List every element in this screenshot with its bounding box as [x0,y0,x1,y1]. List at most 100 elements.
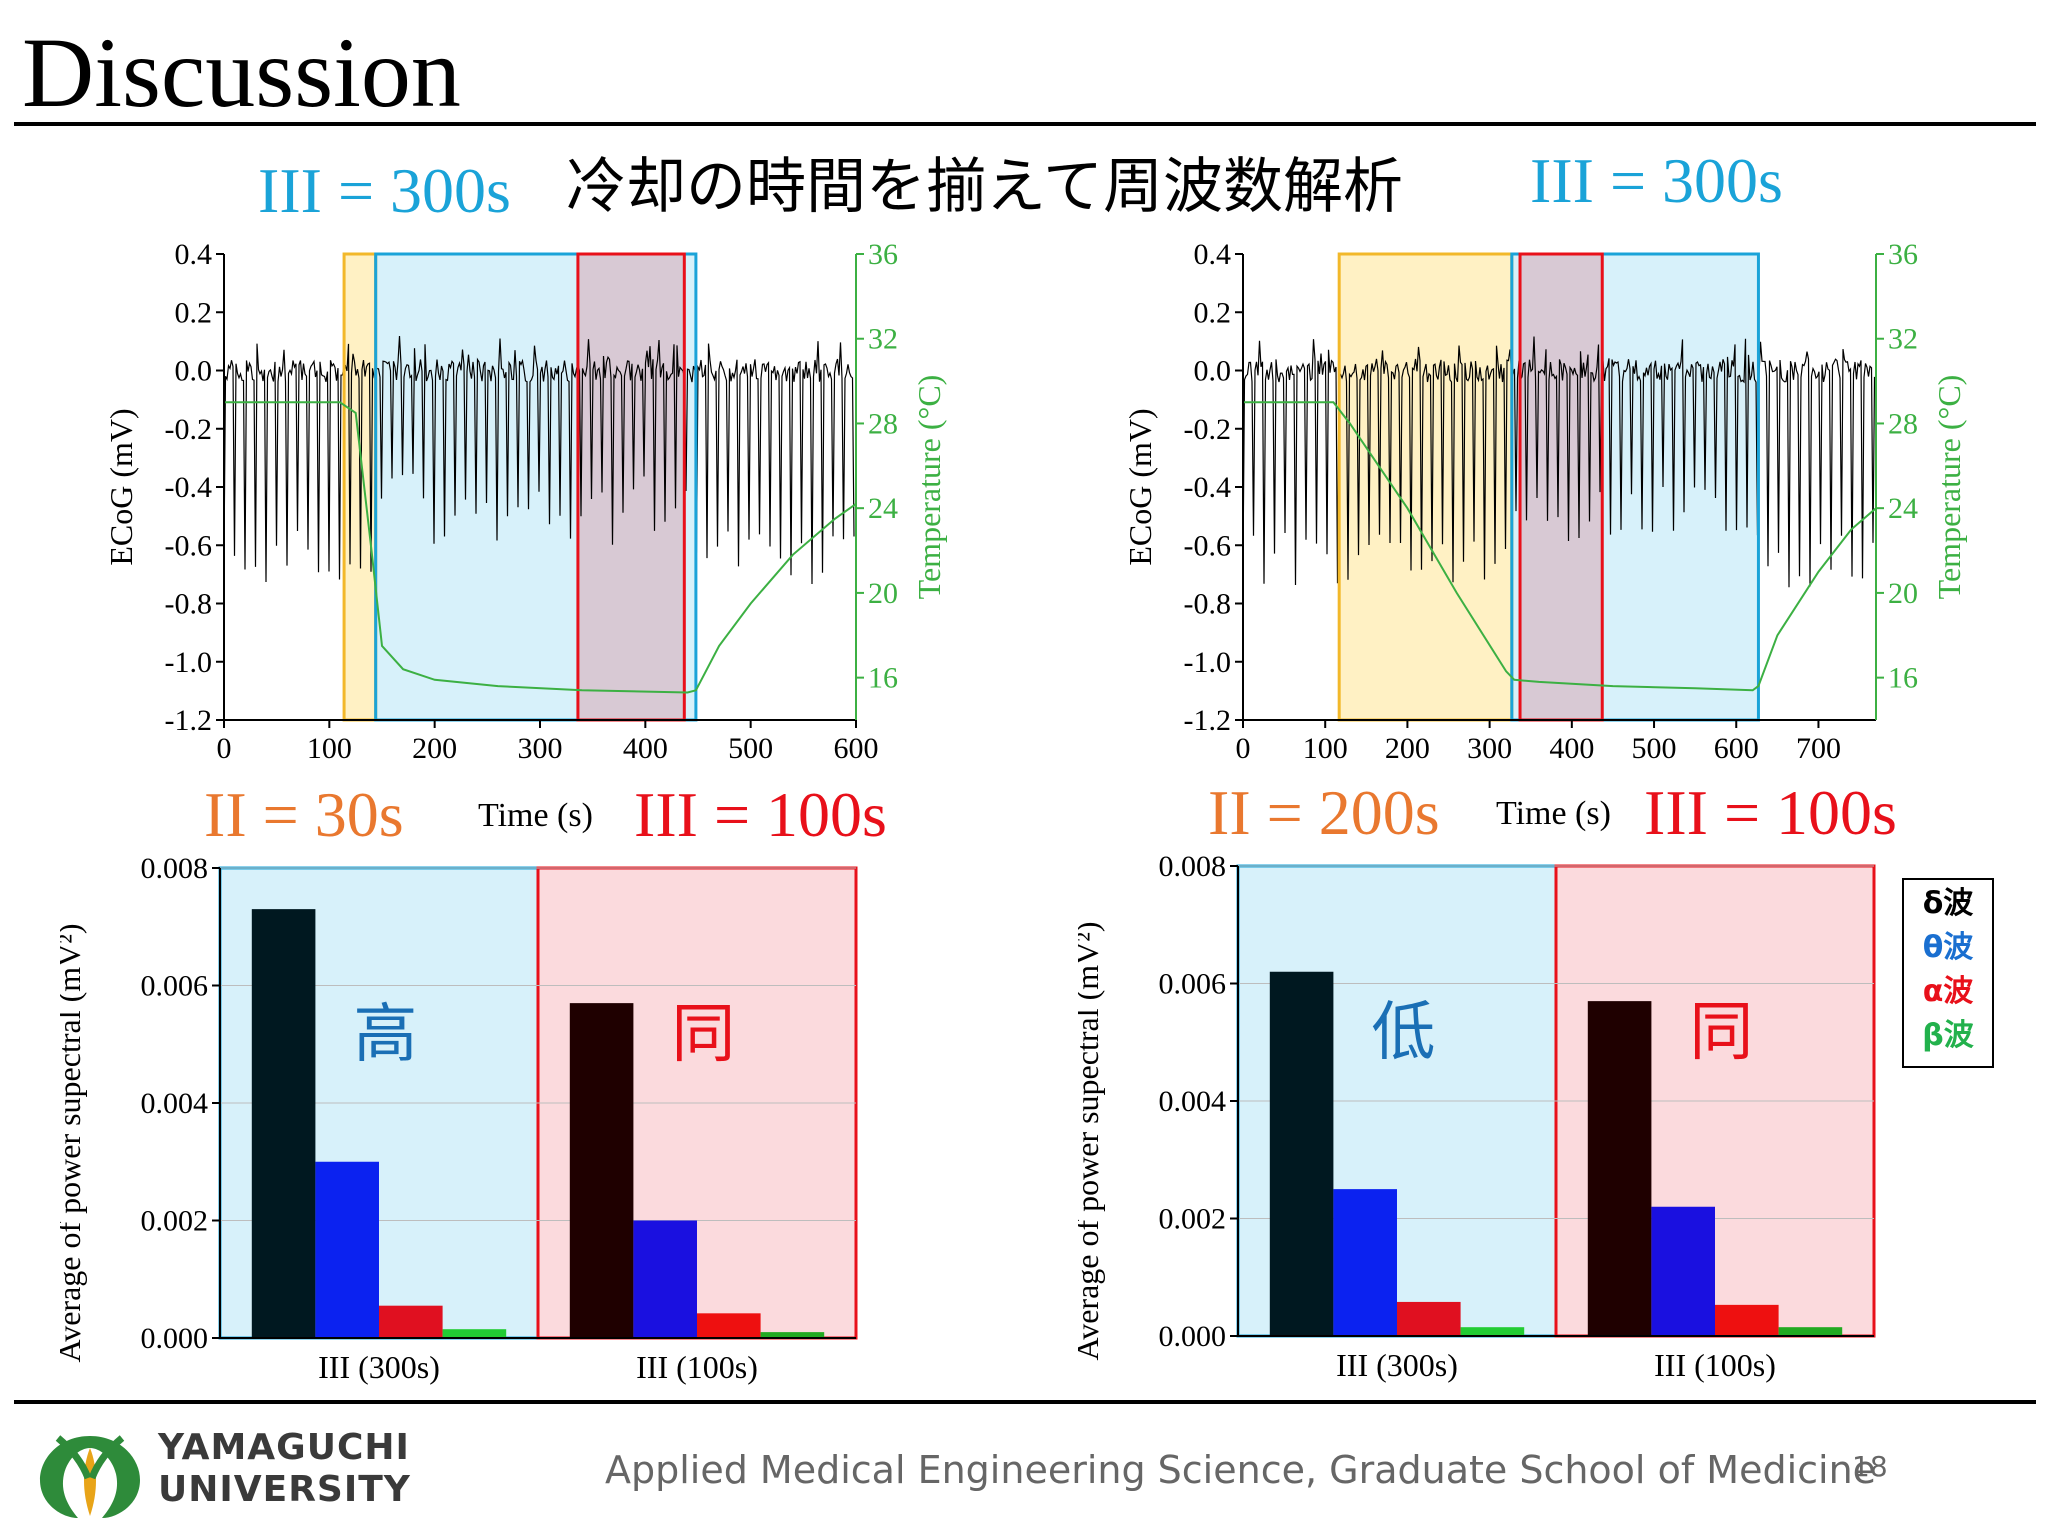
y-tick-label: 0.006 [1159,968,1227,1001]
y-tick-label: 0.0 [175,355,213,388]
label-right-iii: III = 100s [1644,777,1897,848]
y-tick-label: 0.000 [1159,1320,1227,1353]
y-tick-label: -0.2 [1184,413,1232,446]
y2-tick-label: 28 [868,407,898,440]
bar-2-1 [1333,1189,1397,1336]
bar-3-2 [697,1313,761,1338]
bar-3-1 [379,1305,443,1338]
x-tick-label: 0 [1236,732,1251,765]
legend-alpha: α波 [1922,974,1974,1009]
x-tick-label: 300 [518,732,563,765]
y-tick-label: -0.6 [1184,529,1232,562]
y-tick-label: -1.0 [1184,646,1232,679]
temperature-line [224,401,857,694]
category-label: III (300s) [318,1349,440,1385]
university-name-line2: UNIVERSITY [158,1469,411,1510]
legend-theta: θ波 [1922,930,1974,965]
x-tick-label: 500 [728,732,773,765]
page-number: 18 [1852,1450,1888,1483]
legend-delta: δ波 [1922,886,1974,921]
x-tick-label: 400 [623,732,668,765]
bar-3-1 [1397,1301,1461,1336]
time-label-left: Time (s) [478,797,593,834]
ecog-chart-left: 0.4 0.2 0.0 -0.2 -0.4 -0.6 -0.8 -1.0 -1.20 100 200… [103,238,947,765]
y-tick-label: -0.4 [165,471,213,504]
category-label: III (100s) [1654,1347,1776,1383]
x-tick-label: 0 [217,732,232,765]
annotation: 同 [1689,997,1753,1068]
x-tick-label: 200 [1385,732,1430,765]
bar-1-2 [569,1003,634,1338]
ecog-trace [223,335,855,585]
x-tick-label: 100 [1303,732,1348,765]
power-chart-right: 0.000 0.002 0.004 0.006 0.008 III (300s) 低 III … [1078,850,1876,1383]
y-tick-label: -0.4 [1184,471,1232,504]
y-tick-label: -0.6 [165,529,213,562]
label-right-ii: II = 200s [1208,777,1440,848]
y-tick-label: 0.4 [175,238,213,271]
label-left-top: III = 300s [258,155,511,226]
y-tick-label: 0.0 [1194,355,1232,388]
temperature-line [1243,401,1877,692]
y-tick-label: -1.2 [165,704,213,737]
university-name-line1: YAMAGUCHI [158,1427,410,1468]
y-tick-label: -1.2 [1184,704,1232,737]
label-left-ii: II = 30s [204,779,404,850]
bar-4-2 [1778,1327,1843,1336]
region-ii [1339,254,1512,720]
y2-tick-label: 28 [1888,407,1918,440]
x-tick-label: 300 [1467,732,1512,765]
ecog-trace [1242,336,1876,588]
y-tick-label: 0.008 [1159,850,1227,883]
y2-tick-label: 36 [1888,238,1918,271]
ecog-chart-right: 0.4 0.2 0.0 -0.2 -0.4 -0.6 -0.8 -1.0 -1.20 100 200… [1122,238,1967,765]
y-axis-label: ECoG (mV) [1122,408,1158,565]
bar-1-1 [1269,971,1334,1336]
y-tick-label: 0.000 [141,1322,209,1355]
category-label: III (100s) [636,1349,758,1385]
x-tick-label: 400 [1549,732,1594,765]
label-left-iii: III = 100s [634,779,887,850]
x-tick-label: 700 [1796,732,1841,765]
y2-tick-label: 32 [1888,323,1918,356]
legend-beta: β波 [1922,1018,1974,1053]
y-tick-label: 0.2 [175,296,213,329]
y-tick-label: 0.2 [1194,296,1232,329]
y2-tick-label: 32 [868,323,898,356]
label-right-top: III = 300s [1530,145,1783,216]
y2-tick-label: 36 [868,238,898,271]
y-axis-label: Average of power supectral (mV²) [60,923,87,1362]
y-tick-label: 0.4 [1194,238,1232,271]
bar-3-2 [1715,1304,1779,1336]
x-tick-label: 500 [1632,732,1677,765]
region-iii-100 [577,254,685,720]
y-axis-label: Average of power supectral (mV²) [1078,921,1105,1360]
footer-divider [14,1400,2036,1404]
slide-title: Discussion [22,17,461,128]
y-tick-label: 0.004 [141,1087,209,1120]
y-tick-label: -0.8 [165,588,213,621]
x-tick-label: 200 [412,732,457,765]
y2-tick-label: 24 [868,492,898,525]
bar-1-1 [251,909,316,1338]
y2-tick-label: 20 [1888,577,1918,610]
bar-4-1 [442,1329,507,1338]
y-tick-label: 0.002 [1159,1203,1227,1236]
bar-4-2 [760,1332,825,1338]
bar-4-1 [1460,1327,1525,1336]
title-divider [14,122,2036,126]
bar-2-2 [633,1220,697,1338]
x-tick-label: 600 [1714,732,1759,765]
y2-tick-label: 24 [1888,492,1918,525]
y2-tick-label: 16 [1888,662,1918,695]
y-tick-label: -0.2 [165,413,213,446]
power-chart-left: 0.000 0.002 0.004 0.006 0.008 III (300s) 高 III … [60,852,858,1385]
category-label: III (300s) [1336,1347,1458,1383]
y-tick-label: 0.002 [141,1205,209,1238]
x-tick-label: 600 [834,732,879,765]
y-tick-label: -0.8 [1184,588,1232,621]
y-axis-label: ECoG (mV) [103,408,139,565]
y2-tick-label: 16 [868,662,898,695]
annotation: 低 [1371,997,1435,1068]
x-tick-label: 100 [307,732,352,765]
